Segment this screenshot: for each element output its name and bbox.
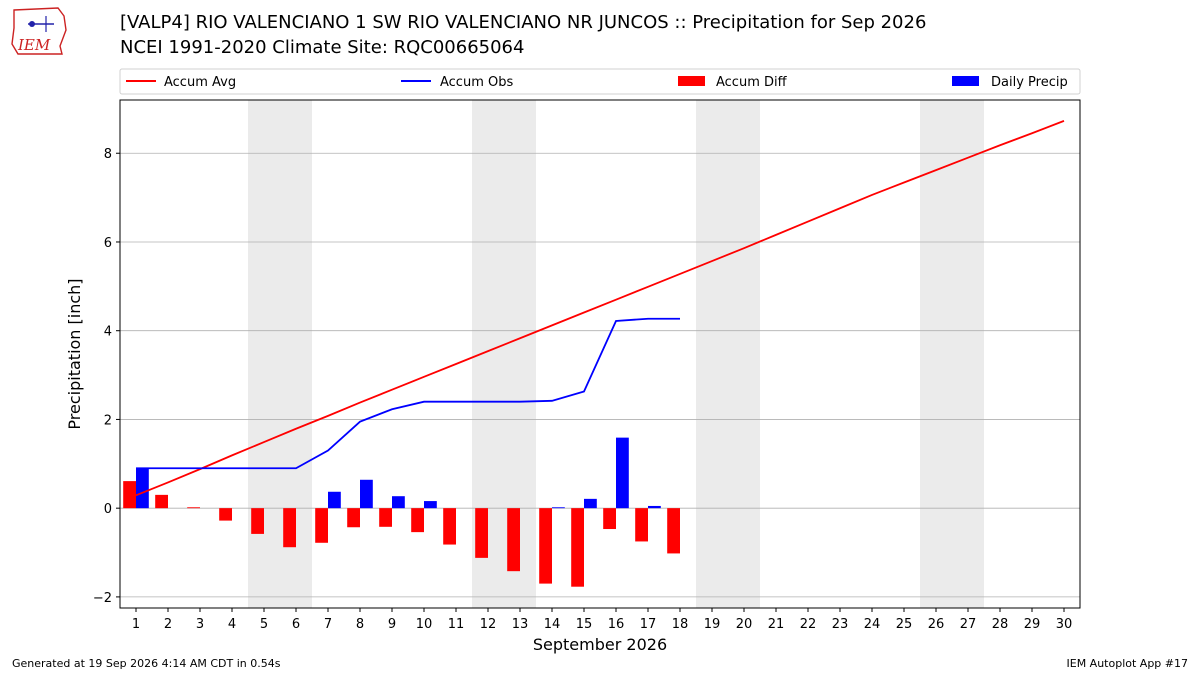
y-tick-label: −2: [93, 591, 112, 606]
x-tick-label: 21: [768, 617, 785, 632]
x-tick-label: 12: [480, 617, 497, 632]
generated-timestamp: Generated at 19 Sep 2026 4:14 AM CDT in …: [12, 657, 281, 670]
iem-logo: IEM: [11, 7, 67, 55]
accum-diff-bar: [123, 481, 136, 509]
accum-diff-bar: [571, 508, 584, 587]
accum-diff-bar: [667, 508, 680, 554]
x-tick-label: 22: [800, 617, 817, 632]
accum-diff-bar: [379, 508, 392, 527]
daily-precip-bar: [360, 479, 373, 509]
x-tick-label: 25: [896, 617, 913, 632]
daily-precip-bar: [424, 501, 437, 509]
x-tick-label: 29: [1024, 617, 1041, 632]
x-tick-label: 13: [512, 617, 529, 632]
legend-swatch: [678, 76, 705, 86]
x-tick-label: 28: [992, 617, 1009, 632]
accum-diff-bar: [219, 508, 232, 521]
x-tick-label: 8: [356, 617, 364, 632]
accum-diff-bar: [411, 508, 424, 533]
accum-diff-bar: [539, 508, 552, 584]
y-tick-label: 4: [104, 325, 112, 340]
legend-label: Daily Precip: [991, 75, 1068, 90]
x-tick-label: 5: [260, 617, 268, 632]
legend-label: Accum Obs: [440, 75, 513, 90]
x-tick-label: 11: [448, 617, 465, 632]
x-tick-label: 17: [640, 617, 657, 632]
x-tick-label: 19: [704, 617, 721, 632]
chart-subtitle: NCEI 1991-2020 Climate Site: RQC00665064: [120, 37, 525, 58]
x-tick-label: 1: [132, 617, 140, 632]
x-tick-label: 7: [324, 617, 332, 632]
weekend-band: [696, 100, 760, 608]
daily-precip-bar: [648, 505, 661, 509]
x-tick-label: 30: [1056, 617, 1073, 632]
accum-avg-line: [135, 120, 1065, 497]
daily-precip-bar: [616, 437, 629, 509]
y-tick-label: 0: [104, 502, 112, 517]
accum-diff-bar: [315, 508, 328, 543]
x-tick-label: 20: [736, 617, 753, 632]
accum-diff-bar: [507, 508, 520, 572]
x-tick-label: 14: [544, 617, 561, 632]
daily-precip-bar: [552, 507, 565, 509]
x-tick-label: 4: [228, 617, 236, 632]
accum-diff-bar: [187, 507, 200, 509]
accum-diff-bar: [283, 508, 296, 548]
legend-swatch: [952, 76, 979, 86]
x-tick-label: 2: [164, 617, 172, 632]
x-tick-label: 16: [608, 617, 625, 632]
x-tick-label: 18: [672, 617, 689, 632]
weekend-band: [920, 100, 984, 608]
y-tick-label: 2: [104, 413, 112, 428]
y-axis-label: Precipitation [inch]: [65, 278, 84, 429]
chart-title: [VALP4] RIO VALENCIANO 1 SW RIO VALENCIA…: [120, 12, 927, 33]
daily-precip-bar: [136, 468, 149, 509]
legend-label: Accum Avg: [164, 75, 236, 90]
accum-diff-bar: [475, 508, 488, 558]
accum-diff-bar: [603, 508, 616, 530]
app-credit: IEM Autoplot App #17: [1066, 657, 1189, 670]
x-tick-label: 26: [928, 617, 945, 632]
svg-text:IEM: IEM: [17, 36, 51, 54]
accum-diff-bar: [155, 494, 168, 509]
y-tick-label: 8: [104, 147, 112, 162]
x-tick-label: 6: [292, 617, 300, 632]
legend-box: [119, 68, 1081, 95]
accum-diff-bar: [443, 508, 456, 545]
daily-precip-bar: [584, 498, 597, 509]
x-tick-label: 27: [960, 617, 977, 632]
x-tick-label: 15: [576, 617, 593, 632]
x-axis-label: September 2026: [533, 635, 667, 654]
daily-precip-bar: [392, 496, 405, 509]
legend-label: Accum Diff: [716, 75, 788, 90]
accum-obs-line: [136, 317, 680, 470]
x-tick-label: 23: [832, 617, 849, 632]
daily-precip-bar: [328, 491, 341, 509]
x-tick-label: 3: [196, 617, 204, 632]
x-tick-label: 24: [864, 617, 881, 632]
y-tick-label: 6: [104, 236, 112, 251]
accum-diff-bar: [251, 508, 264, 534]
plot-frame: [119, 99, 1081, 609]
accum-diff-bar: [635, 508, 648, 542]
x-tick-label: 10: [416, 617, 433, 632]
accum-diff-bar: [347, 508, 360, 528]
x-tick-label: 9: [388, 617, 396, 632]
